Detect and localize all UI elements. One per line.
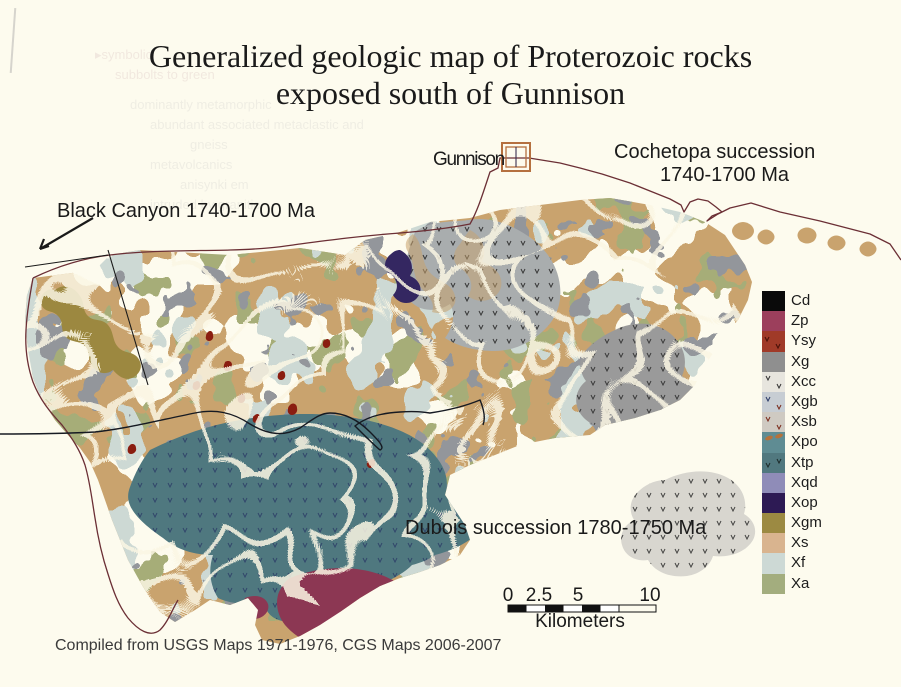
svg-text:2.5: 2.5 bbox=[526, 585, 552, 606]
svg-text:10: 10 bbox=[639, 585, 660, 606]
svg-text:5: 5 bbox=[573, 585, 584, 606]
svg-text:Kilometers: Kilometers bbox=[535, 611, 625, 632]
svg-text:0: 0 bbox=[503, 585, 514, 606]
